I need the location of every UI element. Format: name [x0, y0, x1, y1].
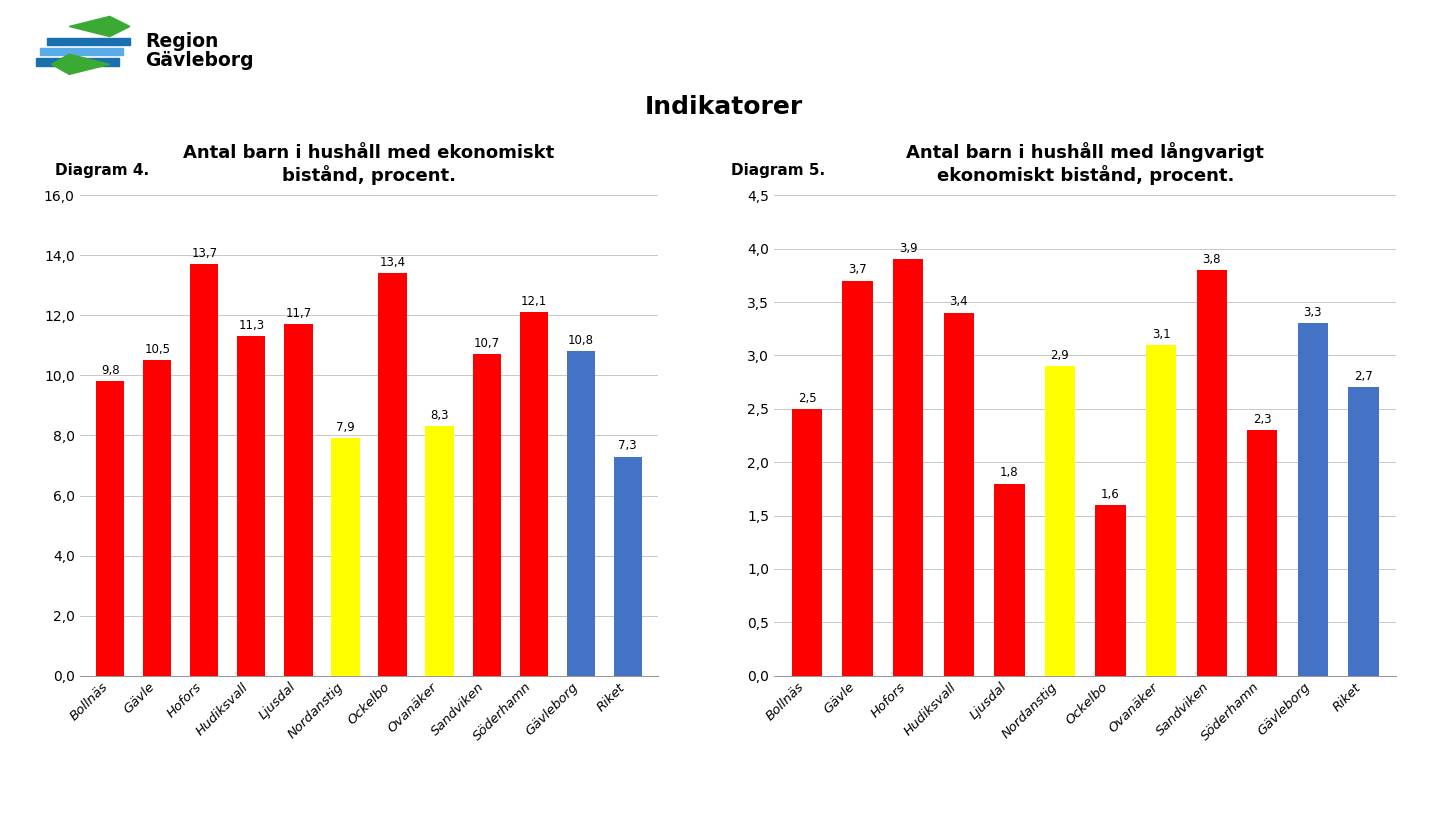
Text: 2,9: 2,9: [1051, 349, 1069, 362]
Text: Region: Region: [146, 32, 218, 51]
Text: Diagram 4.: Diagram 4.: [55, 163, 149, 177]
Bar: [379, 274, 407, 676]
Polygon shape: [52, 55, 110, 74]
Text: Indikatorer: Indikatorer: [644, 95, 803, 120]
Polygon shape: [46, 37, 130, 46]
Bar: [143, 361, 171, 676]
Text: 3,3: 3,3: [1304, 306, 1323, 319]
Bar: [994, 484, 1024, 676]
Text: Diagram 5.: Diagram 5.: [731, 163, 825, 177]
Bar: [425, 427, 454, 676]
Text: 9,8: 9,8: [101, 364, 120, 377]
Text: 3,7: 3,7: [848, 264, 867, 277]
Text: 3,9: 3,9: [899, 242, 917, 255]
Bar: [519, 313, 548, 676]
Bar: [1146, 345, 1176, 676]
Text: 3,1: 3,1: [1152, 327, 1171, 340]
Bar: [473, 354, 501, 676]
Bar: [1247, 430, 1278, 676]
Text: 13,7: 13,7: [191, 247, 217, 260]
Text: 12,1: 12,1: [521, 295, 547, 308]
Title: Antal barn i hushåll med ekonomiskt
bistånd, procent.: Antal barn i hushåll med ekonomiskt bist…: [184, 144, 554, 186]
Text: 3,4: 3,4: [949, 295, 968, 309]
Text: 10,8: 10,8: [567, 334, 593, 347]
Bar: [1298, 323, 1328, 676]
Bar: [567, 352, 595, 676]
Text: 2,7: 2,7: [1354, 370, 1373, 383]
Polygon shape: [69, 16, 130, 37]
Bar: [842, 281, 873, 676]
Text: 11,3: 11,3: [239, 319, 265, 332]
Text: Gävleborg: Gävleborg: [146, 51, 255, 70]
Text: 11,7: 11,7: [285, 307, 311, 320]
Text: 3,8: 3,8: [1202, 253, 1221, 266]
Bar: [792, 409, 822, 676]
Text: 10,5: 10,5: [145, 343, 171, 356]
Bar: [284, 325, 313, 676]
Polygon shape: [36, 58, 119, 66]
Bar: [1197, 270, 1227, 676]
Bar: [893, 260, 923, 676]
Text: 1,6: 1,6: [1101, 488, 1120, 501]
Bar: [614, 457, 642, 676]
Bar: [96, 382, 124, 676]
Bar: [331, 439, 359, 676]
Title: Antal barn i hushåll med långvarigt
ekonomiskt bistånd, procent.: Antal barn i hushåll med långvarigt ekon…: [906, 142, 1265, 186]
Text: 10,7: 10,7: [473, 337, 499, 350]
Bar: [1349, 387, 1379, 676]
Text: 7,9: 7,9: [336, 421, 355, 434]
Text: 13,4: 13,4: [379, 256, 405, 269]
Text: 7,3: 7,3: [618, 439, 637, 452]
Bar: [190, 265, 218, 676]
Text: 2,3: 2,3: [1253, 413, 1272, 426]
Text: 2,5: 2,5: [797, 392, 816, 405]
Polygon shape: [41, 48, 123, 55]
Bar: [943, 313, 974, 676]
Text: 1,8: 1,8: [1000, 466, 1019, 479]
Bar: [1045, 366, 1075, 676]
Bar: [237, 336, 265, 676]
Text: 8,3: 8,3: [430, 409, 449, 422]
Bar: [1095, 505, 1126, 676]
